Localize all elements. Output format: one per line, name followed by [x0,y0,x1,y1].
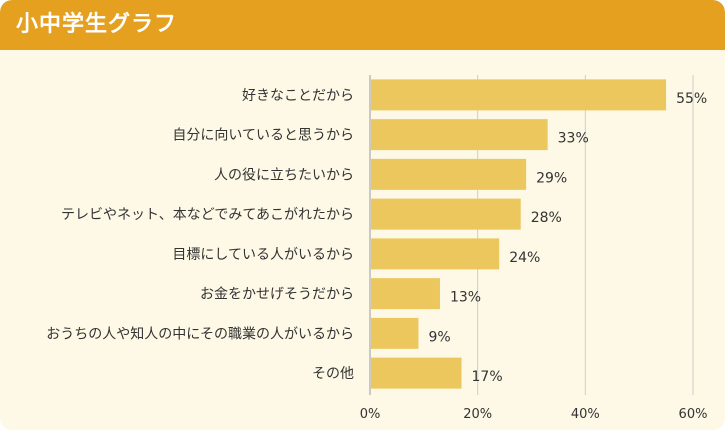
value-label: 55% [676,91,707,107]
value-label: 24% [509,250,540,266]
bar [371,79,667,111]
bar [371,119,548,151]
bar [371,317,419,349]
x-tick-label: 20% [463,407,492,422]
bar [371,198,521,230]
category-label: 人の役に立ちたいから [214,167,354,183]
chart-title: 小中学生グラフ [16,12,178,37]
category-label: おうちの人や知人の中にその職業の人がいるから [46,325,354,342]
bar [371,278,440,310]
bar [371,158,527,190]
category-label: 好きなことだから [242,88,354,104]
value-label: 9% [428,329,450,345]
x-tick-label: 0% [360,407,381,422]
category-label: その他 [312,366,354,382]
x-tick-label: 60% [679,407,708,422]
category-label: お金をかせげそうだから [200,287,354,303]
x-tick-label: 40% [571,407,600,422]
bar [371,238,500,270]
category-label: 目標にしている人がいるから [172,247,354,263]
value-label: 17% [472,369,503,385]
category-label: 自分に向いていると思うから [172,128,354,144]
bar [371,357,462,389]
value-label: 33% [558,131,589,147]
category-label: テレビやネット、本などでみてあこがれたから [61,207,354,223]
chart-header: 小中学生グラフ [0,0,725,50]
value-label: 28% [531,210,562,226]
value-label: 13% [450,290,481,306]
value-label: 29% [536,170,567,186]
